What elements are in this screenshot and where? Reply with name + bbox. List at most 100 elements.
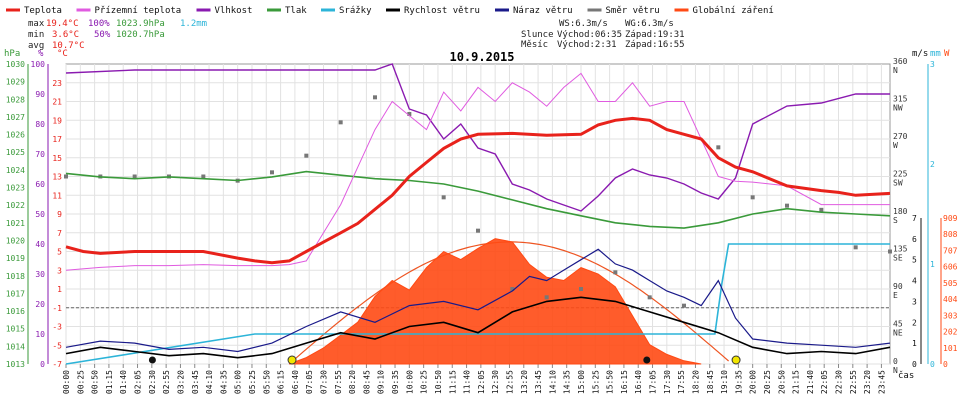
stat-min-temp: 3.6°C — [52, 30, 79, 40]
dir-tick-letter: SW — [893, 179, 903, 188]
humidity-tick-label: 40 — [35, 240, 45, 249]
unit-w: W — [944, 49, 950, 59]
temp-tick-label: 17 — [52, 135, 62, 144]
x-tick-label: 21:40 — [806, 370, 815, 394]
wind-dir-point — [476, 228, 480, 233]
pressure-tick-label: 1017 — [6, 289, 25, 298]
humidity-tick-label: 80 — [35, 120, 45, 129]
rain-tick-label: 3 — [930, 60, 935, 69]
x-tick-label: 17:55 — [677, 370, 686, 394]
series-wind-gust — [65, 248, 891, 353]
legend-label-4: Srážky — [339, 6, 372, 16]
x-tick-label: 00:25 — [76, 370, 85, 394]
x-tick-label: 05:50 — [262, 370, 271, 394]
humidity-tick-label: 10 — [35, 330, 45, 339]
legend: Teplota Přízemní teplota Vlhkost Tlak Srážky… — [6, 6, 774, 16]
wind-dir-point — [441, 195, 446, 200]
wind-tick-label: 7 — [912, 214, 917, 223]
x-tick-label: 10:50 — [434, 370, 443, 394]
temp-tick-label: 13 — [52, 173, 62, 182]
pressure-tick-label: 1016 — [6, 307, 25, 316]
rain-tick-label: 2 — [930, 160, 935, 169]
axes: 00:00 00:25 00:50 01:15 01:40 02:05 02:30 02:55… — [6, 57, 958, 394]
legend-label-8: Globální záření — [693, 6, 774, 16]
radiation-tick-label: 0 — [943, 360, 948, 369]
pressure-tick-label: 1029 — [6, 78, 25, 87]
wind-dir-point — [64, 174, 68, 179]
x-tick-label: 03:20 — [176, 370, 185, 394]
dir-tick-label: 270 — [893, 132, 908, 141]
x-tick-label: 14:10 — [548, 370, 557, 394]
wind-tick-label: 3 — [912, 297, 917, 306]
info-sunrise: Východ:06:35 — [557, 30, 622, 40]
x-tick-label: 16:40 — [634, 370, 643, 394]
dir-tick-letter: NW — [893, 104, 903, 113]
wind-dir-point — [853, 245, 858, 250]
x-tick-label: 12:55 — [505, 370, 514, 394]
wind-dir-point — [819, 207, 824, 212]
temp-tick-label: 1 — [57, 285, 62, 294]
x-tick-label: 07:30 — [320, 370, 329, 394]
legend-label-1: Přízemní teplota — [95, 6, 182, 16]
radiation-tick-label: 303 — [943, 311, 958, 320]
x-tick-label: 04:35 — [219, 370, 228, 394]
humidity-tick-label: 50 — [35, 210, 45, 219]
x-tick-label: 02:55 — [162, 370, 171, 394]
humidity-tick-label: 90 — [35, 90, 45, 99]
pressure-tick-label: 1013 — [6, 360, 25, 369]
radiation-tick-label: 404 — [943, 295, 958, 304]
humidity-tick-label: 100 — [31, 60, 46, 69]
x-tick-label: 00:50 — [91, 370, 100, 394]
info-moonrise: Východ:2:31 — [557, 40, 617, 50]
x-tick-label: 13:20 — [520, 370, 529, 394]
wind-dir-point — [304, 153, 309, 158]
info-block: WS:6.3m/s WG:6.3m/s Slunce Východ:06:35 … — [521, 19, 685, 50]
moonset-icon — [643, 356, 651, 364]
stat-max-hum: 100% — [88, 19, 110, 29]
dir-tick-label: 45 — [893, 320, 903, 329]
stat-avg-label: avg — [28, 41, 44, 51]
legend-label-0: Teplota — [24, 6, 62, 16]
unit-ms: m/s — [912, 49, 928, 59]
x-tick-label: 14:35 — [563, 370, 572, 394]
humidity-tick-label: 0 — [40, 360, 45, 369]
dir-tick-letter: N — [893, 366, 898, 375]
temp-tick-label: 21 — [52, 98, 62, 107]
x-tick-label: 08:20 — [348, 370, 357, 394]
x-tick-label: 09:10 — [377, 370, 386, 394]
x-tick-label: 11:15 — [448, 370, 457, 394]
x-tick-label: 09:35 — [391, 370, 400, 394]
x-tick-label: 15:50 — [606, 370, 615, 394]
dir-tick-letter: E — [893, 291, 898, 300]
plot-area — [64, 63, 892, 365]
info-moon-label: Měsíc — [521, 40, 548, 50]
pressure-tick-label: 1020 — [6, 236, 25, 245]
radiation-tick-label: 606 — [943, 263, 958, 272]
wind-tick-label: 0 — [912, 360, 917, 369]
x-tick-label: 07:05 — [305, 370, 314, 394]
sunset-icon — [731, 355, 741, 365]
wind-tick-label: 1 — [912, 339, 917, 348]
pressure-tick-label: 1028 — [6, 95, 25, 104]
temp-tick-label: 19 — [52, 116, 62, 125]
x-tick-label: 03:45 — [191, 370, 200, 394]
radiation-tick-label: 808 — [943, 230, 958, 239]
legend-label-3: Tlak — [285, 6, 307, 16]
x-tick-label: 23:20 — [863, 370, 872, 394]
radiation-tick-label: 505 — [943, 279, 958, 288]
stat-avg-temp: 10.7°C — [52, 41, 85, 51]
x-tick-label: 02:05 — [134, 370, 143, 394]
series-humidity — [65, 63, 890, 212]
series-temperature — [65, 116, 891, 265]
x-tick-label: 13:45 — [534, 370, 543, 394]
dir-tick-letter: N — [893, 66, 898, 75]
pressure-tick-label: 1021 — [6, 219, 25, 228]
x-tick-label: 01:40 — [119, 370, 128, 394]
x-tick-label: 15:00 — [577, 370, 586, 394]
x-tick-label: 16:15 — [620, 370, 629, 394]
wind-tick-label: 6 — [912, 235, 917, 244]
x-tick-label: 06:40 — [291, 370, 300, 394]
x-tick-label: 22:05 — [820, 370, 829, 394]
x-tick-label: 17:05 — [649, 370, 658, 394]
wind-dir-point — [544, 295, 549, 300]
